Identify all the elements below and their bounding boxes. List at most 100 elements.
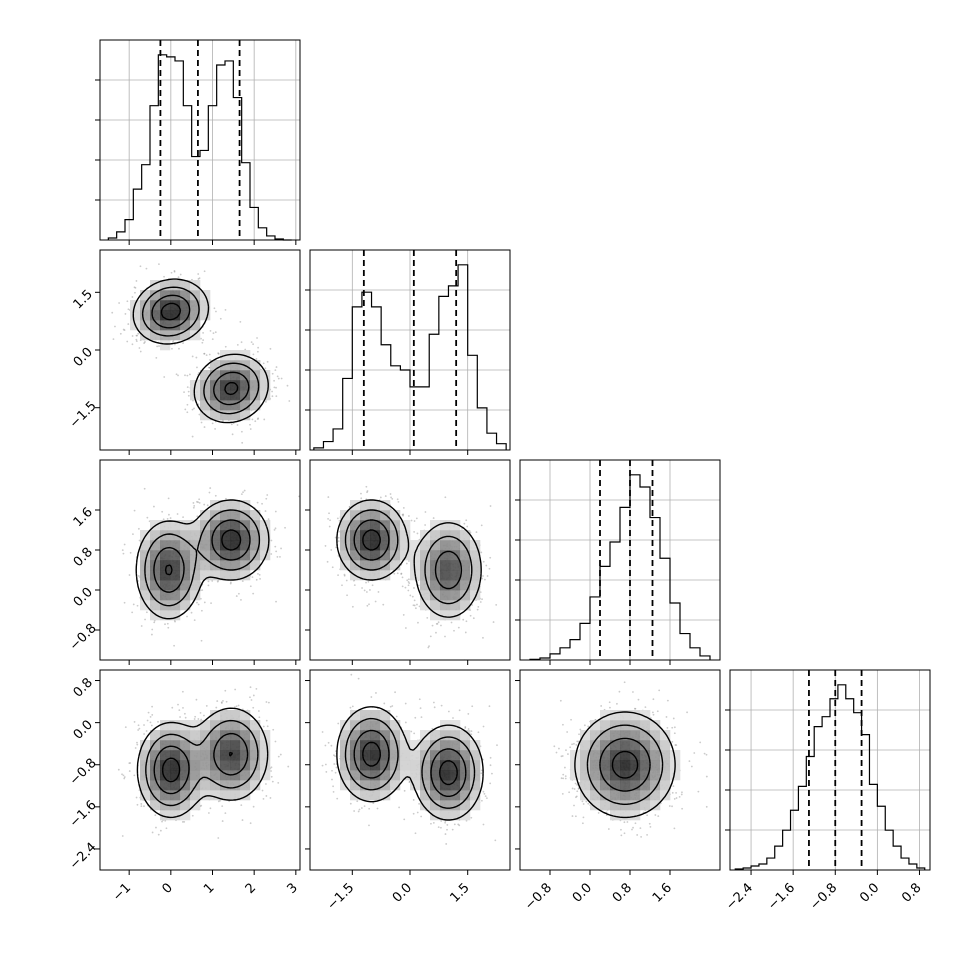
scatter-point <box>424 511 427 513</box>
scatter-point <box>428 645 430 648</box>
density-cell <box>170 610 181 621</box>
density-cell <box>260 370 271 381</box>
contour-lines <box>135 499 270 620</box>
scatter-point <box>118 302 120 304</box>
density-cell <box>230 540 241 551</box>
scatter-point <box>287 765 290 768</box>
contour-line <box>353 519 463 590</box>
scatter-point <box>408 560 410 562</box>
scatter-point <box>199 597 202 600</box>
scatter-point <box>193 407 195 410</box>
scatter-point <box>178 709 181 711</box>
density-cell <box>400 520 411 531</box>
scatter-point <box>176 513 179 515</box>
density-cell <box>470 550 481 561</box>
scatter-point <box>327 517 329 520</box>
scatter-point <box>464 631 467 634</box>
scatter-point <box>397 500 400 503</box>
density-cell <box>360 530 371 541</box>
scatter-point <box>183 712 186 715</box>
density-cell <box>210 570 221 581</box>
density-cell <box>180 570 191 581</box>
scatter-point <box>266 360 269 363</box>
density-cell <box>200 300 211 311</box>
density-cell <box>150 610 161 621</box>
density-cell <box>200 540 211 551</box>
contour-line <box>160 302 239 396</box>
scatter-point <box>271 780 274 783</box>
scatter-point <box>284 526 286 529</box>
scatter-point <box>240 599 242 601</box>
density-cell <box>460 550 471 561</box>
scatter-point <box>193 718 196 720</box>
density-cell <box>370 550 381 561</box>
density-cell <box>240 500 251 511</box>
contour-lines <box>132 278 269 424</box>
density-cell <box>150 550 161 561</box>
density-cell <box>170 600 181 611</box>
density-cell <box>360 520 371 531</box>
density-cell <box>450 570 461 581</box>
scatter-point <box>252 706 255 709</box>
density-cell <box>220 520 231 531</box>
contour-line <box>362 529 381 551</box>
scatter-point <box>239 321 242 323</box>
scatter-point <box>262 362 265 365</box>
scatter-panel-2-3 <box>309 459 511 661</box>
scatter-point <box>346 594 348 597</box>
contour-line <box>336 499 482 618</box>
scatter-point <box>369 589 371 591</box>
density-cell <box>220 380 231 391</box>
contour-line <box>151 294 250 406</box>
scatter-point <box>146 516 149 519</box>
scatter-point <box>361 587 363 589</box>
scatter-point <box>256 418 259 420</box>
density-cell <box>430 550 441 561</box>
scatter-point <box>275 386 277 389</box>
density-cell <box>370 570 381 581</box>
density-cell <box>160 280 171 291</box>
scatter-point <box>179 716 181 718</box>
scatter-point <box>264 367 267 370</box>
scatter-point <box>184 374 186 377</box>
scatter-point <box>360 497 363 500</box>
scatter-point <box>136 803 139 806</box>
density-cell <box>380 520 391 531</box>
density-cell <box>190 570 201 581</box>
scatter-point <box>275 366 278 368</box>
scatter-point <box>256 501 259 504</box>
scatter-point <box>270 766 273 769</box>
density-cell <box>170 570 181 581</box>
scatter-point <box>162 518 165 521</box>
density-cell <box>430 600 441 611</box>
density-cell <box>390 510 401 521</box>
panel-content <box>324 485 498 660</box>
scatter-point <box>270 539 273 542</box>
scatter-point <box>197 403 200 406</box>
scatter-point <box>465 620 468 623</box>
density-cell <box>230 410 241 421</box>
scatter-point <box>413 599 416 602</box>
scatter-point <box>252 694 255 697</box>
scatter-point <box>275 395 278 398</box>
scatter-point <box>424 524 427 526</box>
scatter-point <box>415 517 418 520</box>
scatter-point <box>207 584 210 587</box>
scatter-panel-1-3 <box>99 459 301 661</box>
scatter-point <box>225 497 227 500</box>
scatter-point <box>126 340 129 343</box>
scatter-point <box>187 394 190 397</box>
scatter-point <box>407 578 410 581</box>
density-cell <box>170 560 181 571</box>
scatter-point <box>274 369 277 372</box>
scatter-point <box>131 335 134 337</box>
density-cell <box>240 570 251 581</box>
scatter-point <box>168 513 170 516</box>
scatter-point <box>486 575 489 577</box>
density-cell <box>250 360 261 371</box>
scatter-point <box>164 623 166 626</box>
corner-panels: −1 0 1 2 3 −1.5 0.0 1.5 −0.8 0.0 0.8 1.6 −2.4 −1.6 −0.… <box>67 39 931 913</box>
density-cell <box>390 560 401 571</box>
density-cell <box>250 540 261 551</box>
scatter-point <box>377 591 380 593</box>
